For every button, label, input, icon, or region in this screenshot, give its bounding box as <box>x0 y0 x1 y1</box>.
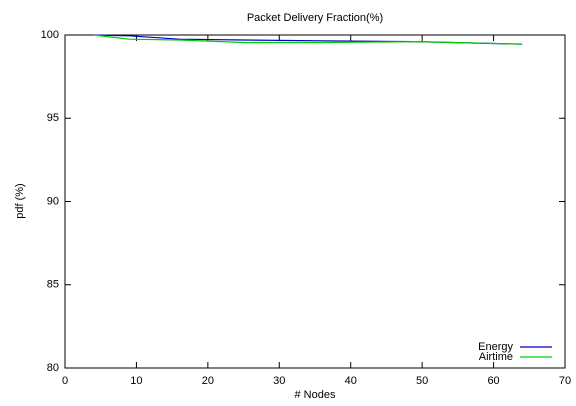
x-tick-label: 60 <box>487 375 499 387</box>
y-axis-label: pdf (%) <box>14 183 26 218</box>
y-tick-label: 95 <box>47 112 59 124</box>
plot-frame <box>64 34 566 369</box>
x-tick-label: 20 <box>202 375 214 387</box>
x-axis-label: # Nodes <box>295 389 336 401</box>
x-tick-label: 10 <box>130 375 142 387</box>
y-tick-label: 90 <box>47 195 59 207</box>
x-tick-label: 0 <box>62 375 68 387</box>
x-tick-label: 70 <box>559 375 571 387</box>
x-tick-label: 40 <box>345 375 357 387</box>
chart-title: Packet Delivery Fraction(%) <box>247 12 383 24</box>
series-line <box>93 34 523 45</box>
legend-label: Airtime <box>479 351 513 363</box>
x-tick-label: 50 <box>416 375 428 387</box>
y-tick-label: 85 <box>47 279 59 291</box>
y-tick-label: 80 <box>47 362 59 374</box>
legend-label: Energy <box>478 341 513 353</box>
y-tick-label: 100 <box>41 29 59 41</box>
x-tick-label: 30 <box>273 375 285 387</box>
